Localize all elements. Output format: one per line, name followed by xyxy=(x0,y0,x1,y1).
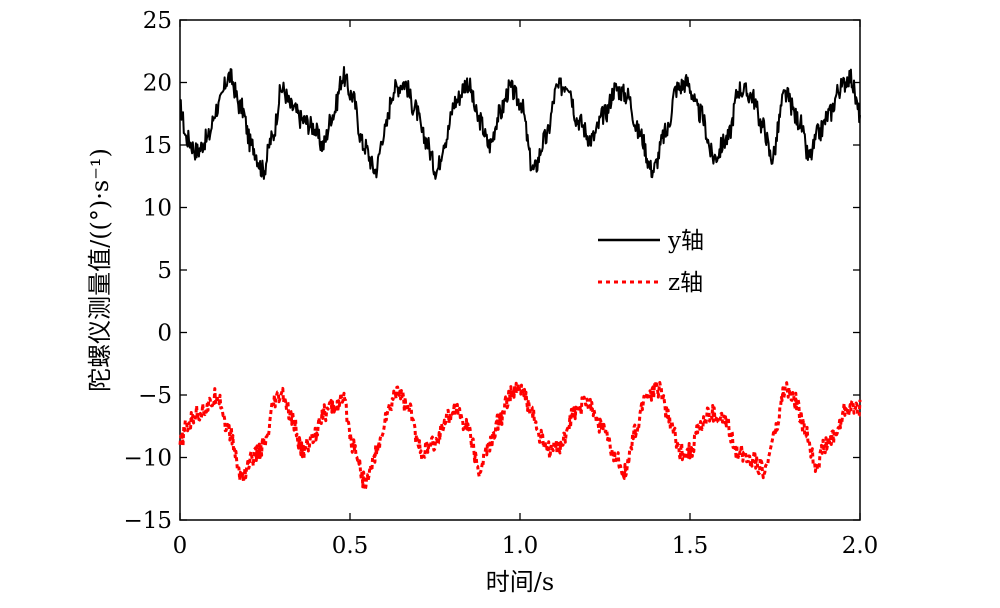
y-axis-title: 陀螺仪测量值/((°)·s⁻¹) xyxy=(86,148,114,392)
series-layer xyxy=(178,66,862,492)
legend-label-y-axis: y轴 xyxy=(667,228,704,254)
y-tick-label: 15 xyxy=(143,133,172,159)
y-tick-label: 5 xyxy=(157,258,172,284)
legend-label-z-axis: z轴 xyxy=(668,270,703,296)
series-line-z-axis xyxy=(178,379,862,492)
x-tick-label: 0 xyxy=(173,533,188,559)
x-axis-title: 时间/s xyxy=(486,568,554,596)
x-tick-label: 1.0 xyxy=(502,533,539,559)
y-tick-label: −5 xyxy=(138,383,172,409)
x-tick-label: 1.5 xyxy=(672,533,709,559)
legend: y轴 z轴 xyxy=(598,228,704,296)
y-tick-label: 20 xyxy=(143,71,172,97)
y-tick-label: −15 xyxy=(123,508,172,534)
axes-layer: 0 0.5 1.0 1.5 2.0 −15 −10 −5 0 5 10 15 20 25 xyxy=(123,8,878,559)
y-tick-label: 10 xyxy=(143,196,172,222)
y-tick-label: −10 xyxy=(123,446,172,472)
x-tick-label: 0.5 xyxy=(332,533,369,559)
y-tick-label: 0 xyxy=(157,321,172,347)
y-tick-label: 25 xyxy=(143,8,172,34)
labels-layer: 时间/s 陀螺仪测量值/((°)·s⁻¹) xyxy=(86,148,554,596)
series-line-y-axis xyxy=(179,66,861,180)
plot-frame xyxy=(179,19,861,521)
x-tick-label: 2.0 xyxy=(842,533,879,559)
